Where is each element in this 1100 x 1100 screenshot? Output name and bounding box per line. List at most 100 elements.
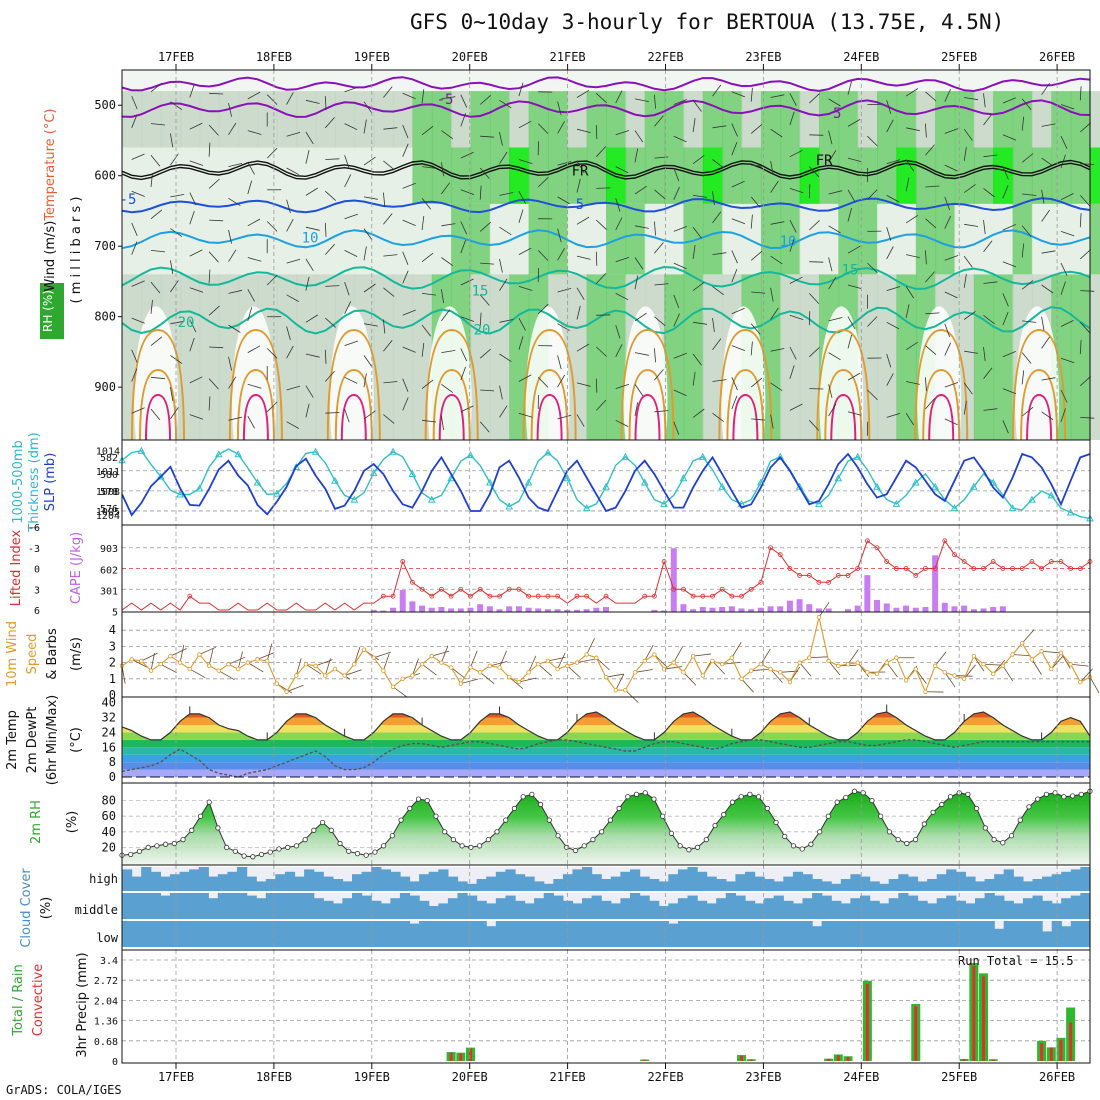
wind-barb (228, 249, 237, 262)
rh-point (1061, 794, 1067, 800)
lifted-index-point (913, 573, 919, 578)
wind-barb (295, 658, 302, 676)
wind-barb (712, 660, 726, 675)
wind-barb (1080, 376, 1091, 386)
cloud-cover-bar (706, 921, 717, 947)
wind-units-label: (m/s) (69, 637, 84, 671)
temp2m-panel (121, 704, 1091, 778)
wind-barb (518, 677, 537, 683)
precip-convective-bar (643, 1059, 647, 1061)
precip-convective-bar (1049, 1047, 1053, 1061)
wind-barb (286, 345, 294, 359)
wind-barb (741, 678, 754, 693)
wind-barb (886, 353, 892, 368)
rh-point (1043, 791, 1049, 797)
lifted-index-point (535, 593, 541, 599)
wind-barb (383, 160, 395, 171)
date-label-bottom: 24FEB (843, 1070, 879, 1084)
wind-speed-point (739, 676, 744, 681)
wind-barb (247, 218, 261, 227)
wind-barb (557, 374, 565, 388)
cloud-cover-bar (984, 879, 995, 891)
cloud-cover-bar (150, 871, 161, 891)
wind-speed-point (148, 668, 154, 673)
rh-shade-cell (180, 274, 201, 440)
wind-barb (150, 299, 153, 314)
thickness-point (640, 478, 649, 486)
wind-barb (673, 135, 687, 143)
cloud-cover-bar (409, 895, 420, 919)
cloud-cover-bar (198, 893, 209, 919)
wind-barb (692, 281, 705, 291)
rh-point (354, 851, 361, 857)
temp-band (122, 762, 1090, 770)
rh-shade-cell (509, 203, 530, 275)
lifted-index-point (894, 566, 899, 571)
cloud-cover-bar (831, 921, 842, 947)
rh-point (808, 841, 814, 847)
cloud-cover-bar (639, 876, 650, 891)
temp-tick-label: 16 (102, 740, 116, 754)
cloud-cover-bar (189, 921, 200, 947)
cape-bar (690, 609, 697, 612)
rh-point (276, 846, 282, 852)
wind-barb (363, 323, 378, 327)
wind-barb (673, 389, 687, 397)
rh-point (974, 805, 980, 812)
wind-barb (479, 221, 491, 232)
wind-barb (983, 367, 993, 379)
cloud-cover-bar (304, 869, 315, 891)
cloud-cover-bar (965, 876, 976, 891)
temp-band (122, 769, 1090, 777)
precip-convective-bar (740, 1055, 744, 1061)
wind-barb (963, 382, 973, 395)
rh-point (773, 819, 779, 826)
cloud-cover-bar (553, 895, 564, 919)
wind-barb (518, 159, 533, 164)
wind-barb (964, 223, 979, 227)
wind-barb (983, 220, 986, 235)
wind-barb (867, 389, 878, 400)
wind-barb (983, 281, 998, 284)
cloud-cover-bar (1042, 876, 1053, 891)
wind-barb (363, 373, 367, 388)
wind-barb (421, 198, 432, 210)
rh-point (424, 797, 430, 804)
wind-speed-point (961, 676, 967, 681)
cloud-cover-bar (515, 921, 526, 947)
wind-barb (344, 174, 352, 188)
cloud-cover-bar (141, 893, 152, 919)
warm-contour-arc (628, 368, 667, 441)
cloud-cover-label: Cloud Cover (19, 868, 34, 948)
cloud-cover-bar (879, 921, 890, 947)
precip-tick-label: 0.68 (94, 1037, 118, 1048)
wind-barb (634, 225, 649, 229)
rh-shade-cell (315, 91, 336, 148)
wind-barb (518, 191, 526, 204)
cloud-cover-bar (725, 893, 736, 919)
cloud-cover-bar (620, 921, 631, 947)
dry-plume (329, 306, 374, 497)
rh-point (136, 848, 143, 854)
wind-speed-point (381, 668, 386, 673)
cloud-cover-bar (630, 921, 641, 947)
rh-shade-cell (470, 203, 491, 275)
cloud-cover-bar (332, 879, 344, 891)
cloud-cover-bar (361, 871, 372, 891)
slp-label: SLP (mb) (43, 453, 58, 512)
wind-speed-point (1010, 652, 1015, 657)
precip-total-label: Total / Rain (11, 964, 26, 1037)
wind-barb (1002, 293, 1009, 307)
wind-speed-point (981, 662, 986, 667)
chart-title: GFS 0~10day 3-hourly for BERTOUA (13.75E… (410, 10, 1005, 34)
wind-barb (770, 94, 785, 98)
wind-barb (944, 323, 950, 338)
cloud-cover-bar (476, 900, 487, 919)
wind-barb (983, 93, 986, 108)
wind-barb (1021, 370, 1025, 385)
lifted-index-point (574, 593, 580, 599)
rh-shade-cell (935, 203, 956, 275)
wind-barb (925, 218, 937, 229)
rh-point (328, 827, 334, 833)
warm-contour-arc (326, 328, 381, 441)
